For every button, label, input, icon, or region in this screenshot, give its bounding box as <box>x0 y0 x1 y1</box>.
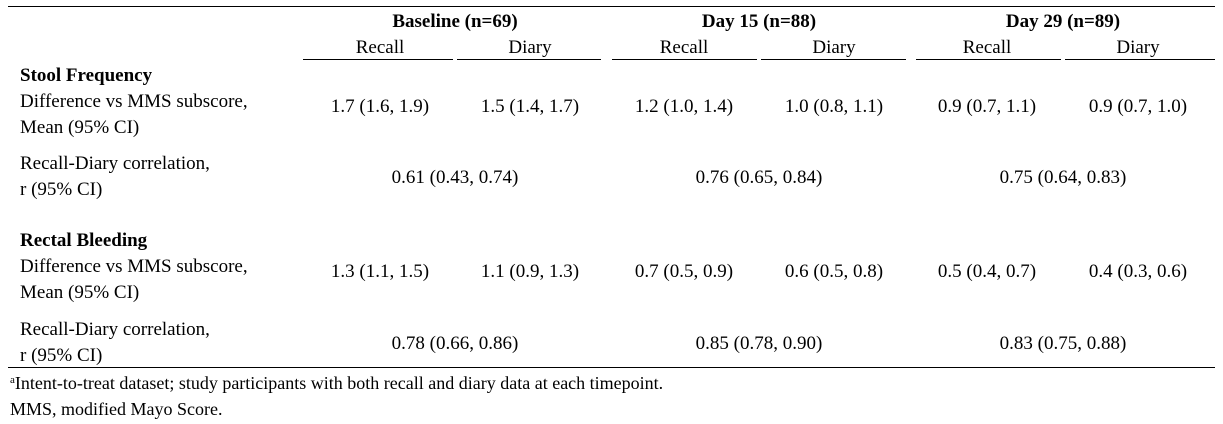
cell-value: 0.85 (0.78, 0.90) <box>695 333 823 354</box>
row-label-correlation-sub: r (95% CI) <box>20 345 103 366</box>
subheader-day15-recall: Recall <box>659 37 709 58</box>
cell-value: 0.6 (0.5, 0.8) <box>784 261 884 282</box>
cell-value: 1.5 (1.4, 1.7) <box>480 96 580 117</box>
cell-value: 0.4 (0.3, 0.6) <box>1088 261 1188 282</box>
subheader-rule <box>761 59 906 60</box>
row-label-difference-sub: Mean (95% CI) <box>20 117 140 138</box>
cell-value: 1.3 (1.1, 1.5) <box>330 261 430 282</box>
section-title-stool-frequency: Stool Frequency <box>20 65 153 86</box>
subheader-day29-recall: Recall <box>962 37 1012 58</box>
header-day29: Day 29 (n=89) <box>1005 11 1121 32</box>
row-label-correlation: Recall-Diary correlation, <box>20 153 210 174</box>
header-baseline: Baseline (n=69) <box>392 11 518 32</box>
subheader-rule <box>916 59 1061 60</box>
subheader-day15-diary: Diary <box>812 37 856 58</box>
subheader-rule <box>457 59 601 60</box>
footnote-a-text: Intent-to-treat dataset; study participa… <box>14 373 664 393</box>
section-title-rectal-bleeding: Rectal Bleeding <box>20 230 148 251</box>
cell-value: 0.75 (0.64, 0.83) <box>999 167 1127 188</box>
cell-value: 1.7 (1.6, 1.9) <box>330 96 430 117</box>
subheader-rule <box>303 59 453 60</box>
table-bottom-rule <box>8 367 1215 368</box>
row-label-difference: Difference vs MMS subscore, <box>20 256 248 277</box>
header-day15: Day 15 (n=88) <box>701 11 817 32</box>
cell-value: 1.0 (0.8, 1.1) <box>784 96 884 117</box>
subheader-rule <box>612 59 757 60</box>
row-label-correlation-sub: r (95% CI) <box>20 179 103 200</box>
cell-value: 1.2 (1.0, 1.4) <box>634 96 734 117</box>
cell-value: 0.61 (0.43, 0.74) <box>391 167 519 188</box>
cell-value: 0.76 (0.65, 0.84) <box>695 167 823 188</box>
cell-value: 0.9 (0.7, 1.1) <box>937 96 1037 117</box>
subheader-rule <box>1065 59 1215 60</box>
cell-value: 0.9 (0.7, 1.0) <box>1088 96 1188 117</box>
cell-value: 0.83 (0.75, 0.88) <box>999 333 1127 354</box>
row-label-difference: Difference vs MMS subscore, <box>20 91 248 112</box>
subheader-baseline-diary: Diary <box>508 37 552 58</box>
row-label-correlation: Recall-Diary correlation, <box>20 319 210 340</box>
footnote-mms: MMS, modified Mayo Score. <box>10 399 223 419</box>
footnote-a: aIntent-to-treat dataset; study particip… <box>10 374 663 392</box>
row-label-difference-sub: Mean (95% CI) <box>20 282 140 303</box>
footnote-marker: a <box>10 374 15 386</box>
subheader-day29-diary: Diary <box>1116 37 1160 58</box>
cell-value: 0.78 (0.66, 0.86) <box>391 333 519 354</box>
subheader-baseline-recall: Recall <box>355 37 405 58</box>
table-top-rule <box>8 6 1215 7</box>
cell-value: 1.1 (0.9, 1.3) <box>480 261 580 282</box>
cell-value: 0.5 (0.4, 0.7) <box>937 261 1037 282</box>
cell-value: 0.7 (0.5, 0.9) <box>634 261 734 282</box>
